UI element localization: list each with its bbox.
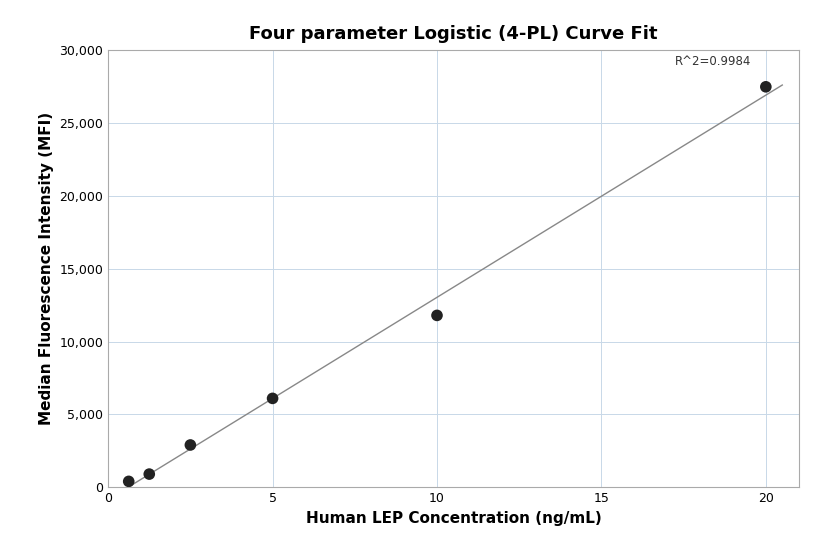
Text: R^2=0.9984: R^2=0.9984	[675, 55, 751, 68]
Point	[142, 470, 156, 479]
Y-axis label: Median Fluorescence Intensity (MFI): Median Fluorescence Intensity (MFI)	[39, 112, 54, 426]
Title: Four parameter Logistic (4-PL) Curve Fit: Four parameter Logistic (4-PL) Curve Fit	[250, 25, 657, 43]
Point	[122, 477, 136, 486]
Point	[430, 311, 443, 320]
Point	[759, 82, 772, 91]
Point	[266, 394, 280, 403]
X-axis label: Human LEP Concentration (ng/mL): Human LEP Concentration (ng/mL)	[305, 511, 602, 526]
Point	[184, 441, 197, 450]
